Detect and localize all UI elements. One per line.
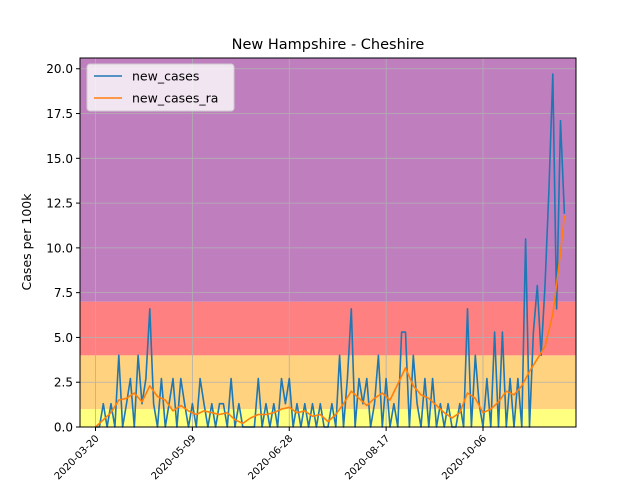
y-tick-label: 5.0 bbox=[54, 331, 73, 345]
x-tick-label: 2020-05-09 bbox=[150, 433, 199, 480]
y-tick-label: 2.5 bbox=[54, 376, 73, 390]
legend-label-new-cases: new_cases bbox=[132, 69, 199, 84]
plot-area: 0.0 2.5 5.0 7.5 10.0 12.5 15.0 17.5 20.0 2020-03-… bbox=[46, 57, 577, 480]
x-tick-label: 2020-03-20 bbox=[53, 433, 102, 480]
chart-title: New Hampshire - Cheshire bbox=[232, 37, 425, 53]
y-tick-label: 0.0 bbox=[54, 421, 73, 435]
x-tick-label: 2020-08-17 bbox=[343, 433, 392, 480]
y-tick-label: 7.5 bbox=[54, 286, 73, 300]
y-tick-label: 10.0 bbox=[46, 241, 73, 255]
y-tick-label: 17.5 bbox=[46, 107, 73, 121]
legend: new_cases new_cases_ra bbox=[86, 63, 235, 112]
series-line-new-cases bbox=[95, 73, 566, 428]
y-tick-label: 12.5 bbox=[46, 197, 73, 211]
y-tick-label: 15.0 bbox=[46, 152, 73, 166]
x-tick-label: 2020-06-28 bbox=[246, 433, 295, 480]
x-tick-label: 2020-10-06 bbox=[440, 433, 489, 480]
legend-box bbox=[86, 63, 235, 112]
axes-frame bbox=[79, 57, 577, 428]
legend-label-new-cases-ra: new_cases_ra bbox=[132, 91, 218, 106]
y-axis-label: Cases per 100k bbox=[19, 193, 34, 291]
y-tick-label: 20.0 bbox=[46, 62, 73, 76]
series-line-new-cases-ra bbox=[94, 215, 566, 428]
